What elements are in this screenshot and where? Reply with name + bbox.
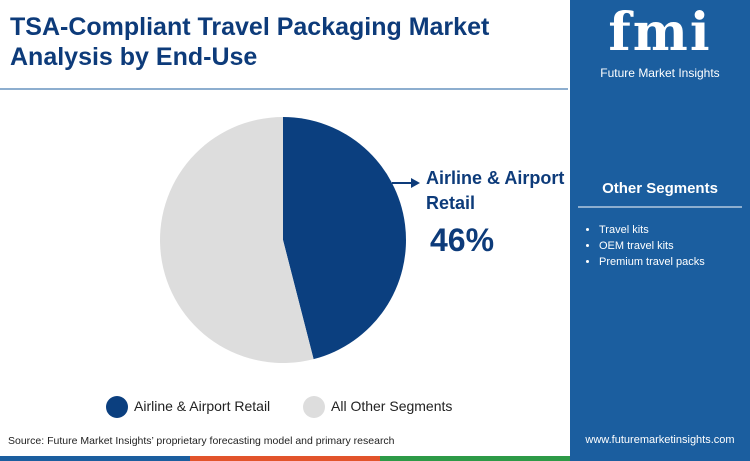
value-label: 46% [430,222,495,258]
side-list: Travel kitsOEM travel kitsPremium travel… [582,222,705,270]
side-title: Other Segments [602,180,718,197]
footer-strip [0,456,190,461]
chart-title: TSA-Compliant Travel Packaging Market An… [10,13,490,71]
logo: fmi [608,2,712,63]
pie-slice [159,117,314,364]
annotation-arrow [411,178,420,188]
footer-strip [190,456,380,461]
source-note: Source: Future Market Insights’ propriet… [8,435,395,447]
legend-swatch [106,396,128,418]
legend-swatch [303,396,325,418]
footer-strip [380,456,570,461]
legend-label: All Other Segments [331,398,453,414]
website: www.futuremarketinsights.com [585,434,735,446]
side-panel: fmi Future Market Insights Other Segment… [570,0,750,461]
side-item: OEM travel kits [599,238,705,254]
legend-label: Airline & Airport Retail [134,398,271,414]
logo-name: Future Market Insights [600,66,720,80]
side-item: Travel kits [599,222,705,238]
side-decor [578,206,742,208]
annotation-label: Airline & Airport Retail [426,168,565,213]
pie-slice [283,117,407,360]
side-item: Premium travel packs [599,254,705,270]
